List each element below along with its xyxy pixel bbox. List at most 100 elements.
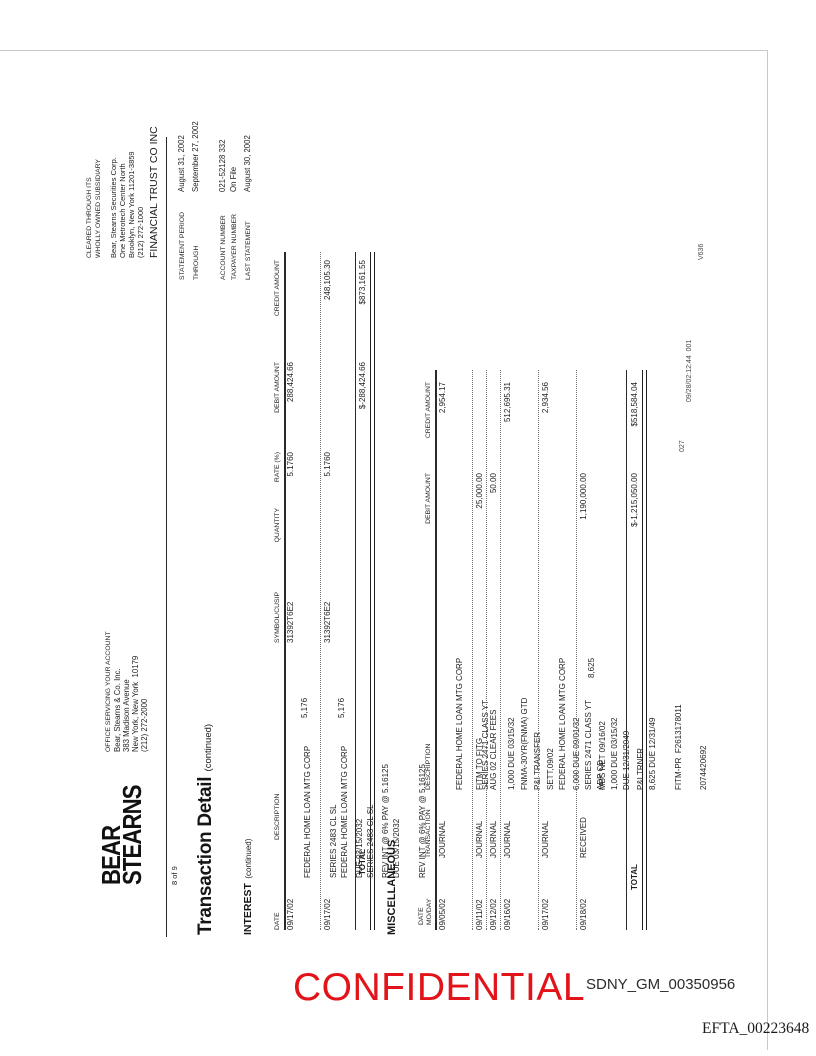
col-rate: RATE (%) — [274, 452, 281, 483]
account-value: On File — [229, 166, 238, 192]
misc-row-transaction: JOURNAL — [475, 820, 484, 858]
row-separator — [486, 370, 487, 930]
total-double-rule — [370, 252, 375, 930]
col-transaction: TRANSACTION — [425, 809, 432, 858]
desc-line: 8,625 DUE 12/31/49 — [647, 717, 657, 791]
cleared-line: WHOLLY OWNED SUBSIDIARY — [95, 159, 102, 258]
account-label: ACCOUNT NUMBER — [220, 215, 227, 280]
logo-line-2: STEARNS — [117, 785, 147, 885]
col-debit-amount: DEBIT AMOUNT — [274, 362, 281, 413]
col-date: DATE — [274, 912, 281, 930]
interest-row-quantity-note: 5,176 — [337, 697, 346, 718]
account-value: September 27, 2002 — [191, 121, 200, 192]
misc-row-description: AUG 02 CLEAR FEES — [489, 709, 498, 790]
row-separator — [320, 252, 321, 930]
footer-mark: 027 — [679, 440, 686, 452]
misc-row-date: 09/05/02 — [438, 898, 447, 930]
desc-line: ADP CD — [596, 759, 606, 790]
desc-line: 2074420692 — [699, 745, 709, 791]
interest-row-debit: 288,424.66 — [286, 362, 295, 403]
misc-row-date: 09/17/02 — [541, 898, 550, 930]
section-title-text: Transaction Detail — [195, 776, 216, 935]
footer-mark: 09/28/02:12:44 001 — [686, 339, 693, 402]
interest-row-date: 09/17/02 — [286, 898, 295, 930]
rotated-scan-area: BEAR STEARNS 8 of 9 OFFICE SERVICING YOU… — [85, 10, 775, 1030]
row-separator — [538, 370, 539, 930]
misc-total-debit: $-1,215,050.00 — [630, 473, 639, 527]
misc-row-credit: 2,934.56 — [541, 382, 550, 414]
col-description: DESCRIPTION — [425, 743, 432, 790]
interest-heading-suffix: (continued) — [244, 838, 253, 879]
header-rule — [166, 137, 168, 937]
misc-heading: MISCELLANEOUS — [386, 839, 398, 935]
misc-row-debit: 1,190,000.00 — [579, 473, 588, 520]
account-label: TAXPAYER NUMBER — [231, 213, 238, 280]
section-title: Transaction Detail (continued) — [195, 724, 217, 935]
row-separator — [472, 370, 473, 930]
interest-row-date: 09/17/02 — [323, 898, 332, 930]
misc-row-description: FITM TO FITG — [475, 737, 484, 790]
interest-row-quantity-note: 5,176 — [300, 697, 309, 718]
desc-line: FEDERAL HOME LOAN MTG CORP — [455, 657, 465, 790]
bates-number-sdny: SDNY_GM_00350956 — [586, 976, 736, 993]
cleared-line: CLEARED THROUGH ITS — [86, 177, 93, 258]
misc-row-transaction: JOURNAL — [489, 820, 498, 858]
col-credit-amount: CREDIT AMOUNT — [274, 260, 281, 317]
misc-row-debit: 25,000.00 — [475, 473, 484, 509]
desc-line: FNMA-30YR(FNMA) GTD — [520, 697, 530, 790]
interest-row-symbol: 31392T6E2 — [286, 601, 295, 643]
account-value: August 30, 2002 — [243, 135, 252, 192]
account-label: THROUGH — [193, 245, 200, 280]
col-date: DATE — [418, 907, 425, 925]
office-title: OFFICE SERVICING YOUR ACCOUNT — [105, 631, 112, 752]
misc-row-credit: 2,954.17 — [438, 382, 447, 414]
interest-total-credit: $873,161.55 — [358, 260, 367, 305]
col-credit-amount: CREDIT AMOUNT — [425, 382, 432, 439]
office-line: (212) 272-2000 — [140, 698, 149, 752]
bear-stearns-logo: BEAR STEARNS — [96, 785, 147, 885]
misc-row-transaction: RECEIVED — [579, 817, 588, 858]
interest-row-symbol: 31392T6E2 — [323, 601, 332, 643]
row-separator — [500, 370, 501, 930]
misc-header-rule — [435, 370, 437, 930]
account-label: STATEMENT PERIOD — [179, 212, 186, 280]
interest-row-rate: 5.1760 — [323, 452, 332, 477]
desc-line: DUE 12/31/2049 — [622, 704, 632, 790]
misc-total-label: TOTAL — [630, 864, 639, 890]
account-label: LAST STATEMENT — [245, 221, 252, 280]
misc-row-date: 09/18/02 — [579, 898, 588, 930]
financial-trust-line: FINANCIAL TRUST CO INC — [148, 126, 160, 258]
misc-row-transaction: JOURNAL — [438, 820, 447, 858]
interest-header-rule — [284, 252, 286, 930]
interest-heading: INTEREST (continued) — [242, 839, 254, 935]
col-quantity: QUANTITY — [274, 508, 281, 543]
interest-heading-text: INTEREST — [242, 883, 254, 935]
interest-total-debit: $-288,424.66 — [358, 362, 367, 410]
col-symbol-cusip: SYMBOL/CUSIP — [274, 592, 281, 643]
account-value: August 31, 2002 — [177, 135, 186, 192]
interest-row-credit: 248,105.30 — [323, 260, 332, 301]
desc-line: FEDERAL HOME LOAN MTG CORP — [340, 745, 350, 878]
col-mo-day: MO/DAY — [426, 898, 433, 925]
misc-row-quantity-note: 8,625 — [587, 657, 596, 678]
col-debit-amount: DEBIT AMOUNT — [425, 473, 432, 524]
section-title-suffix: (continued) — [203, 723, 214, 772]
misc-row-date: 09/16/02 — [503, 898, 512, 930]
misc-row-debit: 50.00 — [489, 473, 498, 494]
misc-row-credit: 512,695.31 — [503, 382, 512, 423]
account-value: 021-52128 332 — [218, 139, 227, 192]
footer-mark: V636 — [698, 243, 705, 260]
scan-top-edge — [0, 50, 768, 51]
cleared-line: (212) 272-1000 — [136, 206, 145, 258]
statement-document: BEAR STEARNS 8 of 9 OFFICE SERVICING YOU… — [85, 10, 775, 1030]
col-description: DESCRIPTION — [274, 793, 281, 840]
desc-line: FEDERAL HOME LOAN MTG CORP — [303, 745, 313, 878]
page-number: 8 of 9 — [170, 866, 179, 885]
interest-total-label: TOTAL — [358, 849, 367, 875]
misc-row-transaction: JOURNAL — [541, 820, 550, 858]
interest-row-rate: 5.1760 — [286, 452, 295, 477]
total-rule — [626, 370, 628, 930]
scan-right-edge — [767, 50, 768, 1050]
desc-line: FEDERAL HOME LOAN MTG CORP — [558, 657, 568, 790]
